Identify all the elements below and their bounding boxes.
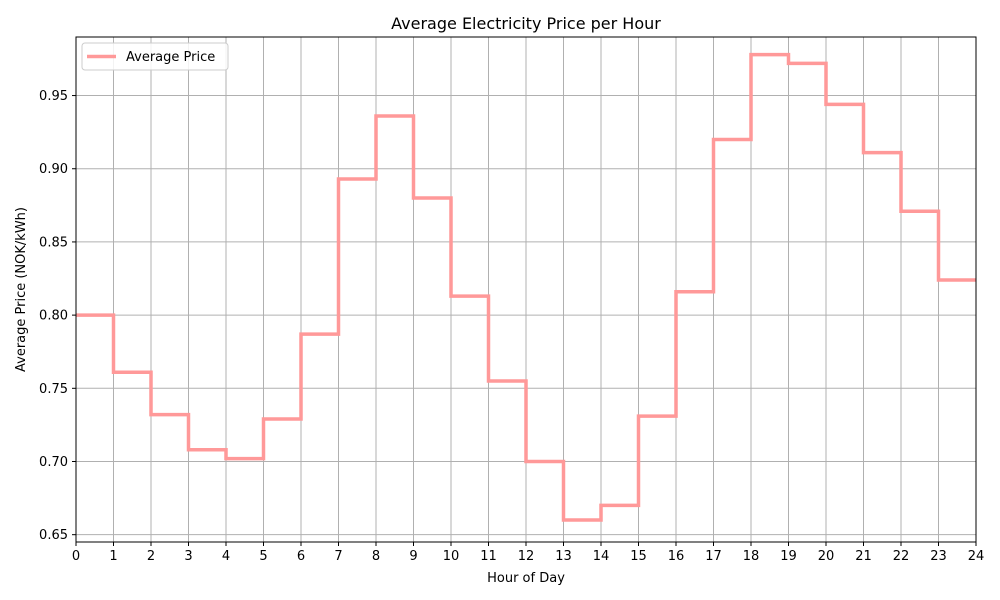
x-tick-label: 24 [968,549,985,564]
x-tick-label: 17 [705,549,722,564]
x-tick-label: 4 [222,549,230,564]
x-tick-label: 2 [147,549,155,564]
x-tick-label: 9 [409,549,417,564]
series-layer [76,52,976,522]
x-tick-label: 3 [184,549,192,564]
y-tick-label: 0.80 [39,309,68,324]
x-tick-label: 11 [480,549,497,564]
y-tick-label: 0.75 [39,382,68,397]
x-tick-label: 14 [593,549,610,564]
x-tick-label: 15 [630,549,647,564]
x-tick-label: 19 [780,549,797,564]
x-tick-label: 20 [818,549,835,564]
x-tick-label: 1 [109,549,117,564]
chart-title: Average Electricity Price per Hour [391,14,661,33]
x-axis-label: Hour of Day [487,571,565,586]
y-tick-label: 0.90 [39,162,68,177]
x-tick-label: 23 [930,549,947,564]
x-tick-label: 12 [518,549,535,564]
x-tick-label: 0 [72,549,80,564]
x-tick-label: 6 [297,549,305,564]
x-tick-label: 16 [668,549,685,564]
y-tick-label: 0.95 [39,89,68,104]
legend-label: Average Price [126,50,215,65]
y-tick-label: 0.65 [39,528,68,543]
legend: Average Price [81,42,229,71]
series-line [76,52,976,522]
y-tick-label: 0.70 [39,455,68,470]
ticks: 0 1 2 3 4 5 6 7 8 9 10 11 12 13 14 15 16 17 18 19 20 21 22 23 24… [39,89,984,564]
x-tick-label: 18 [743,549,760,564]
y-axis-label: Average Price (NOK/kWh) [14,207,29,372]
x-tick-label: 21 [855,549,872,564]
x-tick-label: 13 [555,549,572,564]
x-tick-label: 7 [334,549,342,564]
x-tick-label: 8 [372,549,380,564]
x-tick-label: 10 [443,549,460,564]
legend-box [81,42,229,71]
y-tick-label: 0.85 [39,235,68,250]
x-tick-label: 5 [259,549,267,564]
x-tick-label: 22 [893,549,910,564]
